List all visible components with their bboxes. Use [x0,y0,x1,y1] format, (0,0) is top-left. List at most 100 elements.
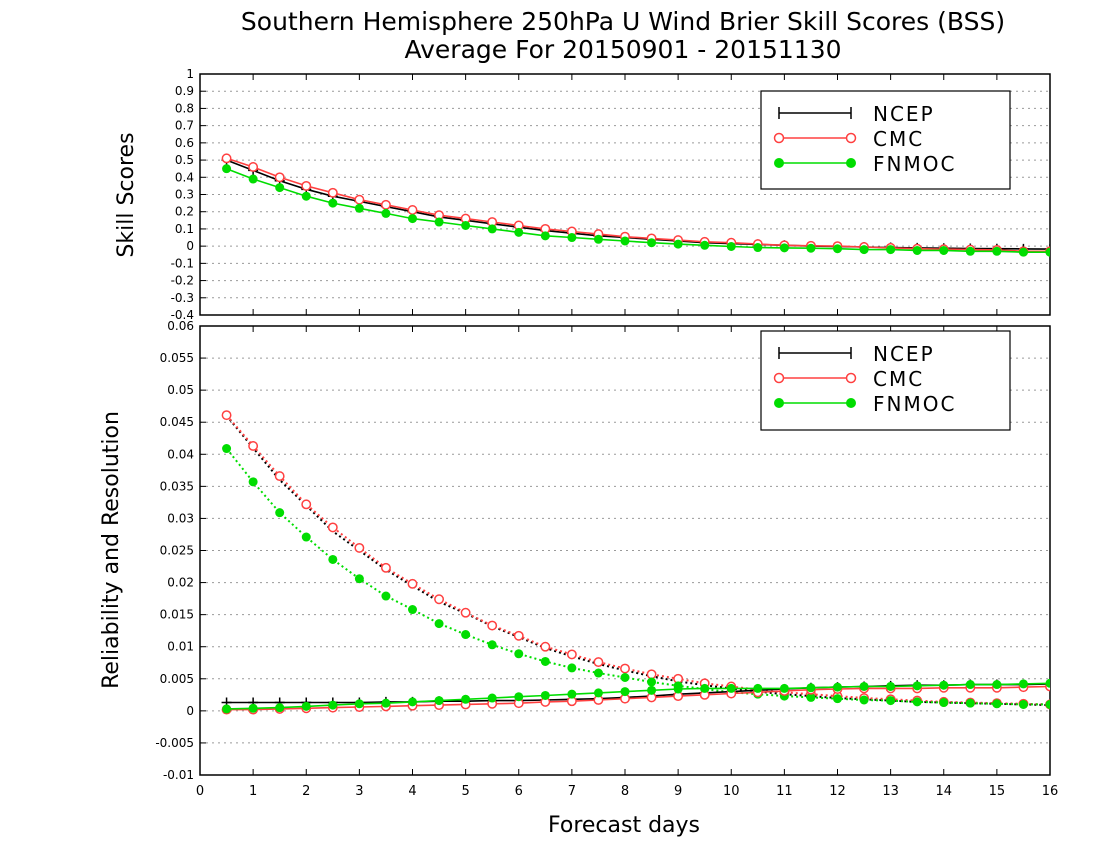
chart-title-line1: Southern Hemisphere 250hPa U Wind Brier … [241,7,1005,36]
data-point-fnmoc [408,605,417,615]
data-point-fnmoc [540,231,550,241]
data-point-fnmoc [540,690,550,700]
data-point-fnmoc [859,695,869,705]
data-point-cmc [221,410,232,421]
y-tick-label: 0.01 [167,640,194,654]
y-tick-label: 0.03 [167,511,194,525]
data-point-fnmoc [514,692,524,702]
data-point-cmc [248,162,259,172]
data-point-cmc [354,542,365,553]
data-point-fnmoc [514,227,524,237]
y-tick-label: -0.1 [171,256,194,270]
data-point-cmc [301,499,312,510]
y-tick-label: 0.8 [175,101,194,115]
data-point-fnmoc [275,508,285,518]
data-point-fnmoc [1045,247,1050,257]
legend-label-cmc: CMC [873,127,924,151]
data-point-fnmoc [222,704,232,714]
x-tick-label: 8 [621,784,629,799]
y-tick-label: 0.6 [175,136,194,150]
data-point-fnmoc [222,444,232,454]
data-point-fnmoc [939,680,949,690]
x-tick-label: 2 [302,784,310,799]
data-point-fnmoc [593,688,603,698]
data-point-fnmoc [965,680,975,690]
data-point-fnmoc [567,689,577,699]
data-point-cmc [221,153,232,164]
data-point-fnmoc [301,191,311,201]
series-line-fnmoc-resolution [225,447,1050,706]
y-tick-label: 0.5 [175,153,194,167]
plot-frame [199,73,1051,316]
data-point-fnmoc [833,244,842,254]
series-group [221,153,1050,257]
data-point-cmc [407,205,418,215]
data-point-fnmoc [912,245,922,255]
legend-marker [845,132,857,144]
data-point-fnmoc [328,554,338,564]
data-point-cmc [380,199,391,210]
y-axis-label: Skill Scores [114,132,139,257]
data-point-fnmoc [912,697,922,707]
data-point-cmc [380,562,391,573]
data-point-fnmoc [381,698,391,708]
x-tick-label: 15 [989,784,1006,799]
y-tick-label: -0.2 [171,274,194,288]
chart-title-line2: Average For 20150901 - 20151130 [404,35,841,64]
data-point-fnmoc [965,698,975,708]
data-point-fnmoc [886,245,896,255]
x-tick-label: 16 [1042,784,1059,799]
data-point-cmc [248,440,259,451]
x-tick-label: 4 [408,784,416,799]
data-point-fnmoc [328,700,338,710]
data-point-fnmoc [381,208,391,218]
data-point-fnmoc [408,697,417,707]
data-point-cmc [540,641,551,652]
data-point-fnmoc [779,243,789,253]
data-point-fnmoc [1018,247,1028,257]
data-point-cmc [487,620,498,631]
data-point-cmc [646,669,657,680]
data-point-fnmoc [726,241,736,251]
data-point-fnmoc [593,234,603,244]
y-axis-label: Reliability and Resolution [99,411,124,689]
data-point-fnmoc [354,699,364,709]
data-point-fnmoc [328,198,338,208]
legend-marker [774,398,784,408]
y-tick-label: -0.3 [171,291,194,305]
data-point-fnmoc [222,164,232,174]
legend-label-ncep: NCEP [873,342,935,366]
y-tick-label: 0.045 [160,415,194,429]
legend-marker [773,132,785,144]
x-tick-label: 11 [776,784,793,799]
legend-marker [846,398,856,408]
data-point-fnmoc [514,649,524,659]
x-tick-label: 7 [568,784,576,799]
y-tick-label: 0 [186,239,194,253]
data-point-fnmoc [354,203,364,213]
data-point-fnmoc [859,681,869,691]
y-tick-label: 0.015 [160,608,194,622]
data-point-fnmoc [301,701,311,711]
legend-label-fnmoc: FNMOC [873,392,956,416]
series-line-cmc-reliability [226,685,1050,711]
data-point-fnmoc [275,183,285,193]
data-point-fnmoc [700,683,710,693]
data-point-cmc [274,471,285,482]
y-tick-label: -0.01 [163,768,194,782]
data-point-fnmoc [301,532,311,542]
data-point-cmc [301,180,312,191]
y-tick-label: 0.05 [167,383,194,397]
data-point-fnmoc [647,685,657,695]
x-tick-label: 10 [723,784,740,799]
data-point-fnmoc [753,243,763,253]
data-point-fnmoc [567,663,577,673]
y-tick-label: 0 [186,704,194,718]
data-point-fnmoc [275,703,285,713]
x-tick-label: 12 [829,784,846,799]
y-tick-label: 0.06 [167,319,194,333]
data-point-fnmoc [806,243,816,253]
y-tick-label: 0.035 [160,479,194,493]
